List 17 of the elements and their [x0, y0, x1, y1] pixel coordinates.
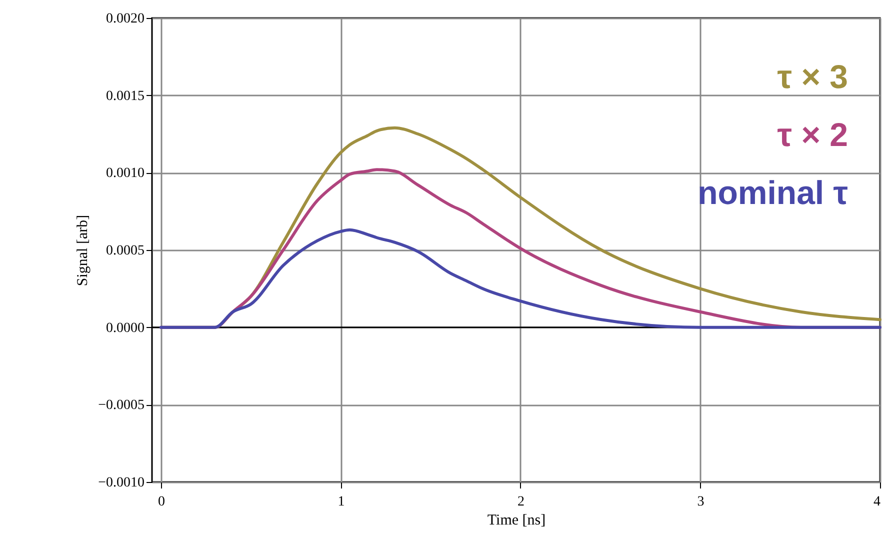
x-tick-label: 4: [874, 494, 880, 510]
text: τ × 2: [777, 116, 848, 153]
x-tick-label: 3: [697, 494, 704, 510]
x-tick-label: 2: [517, 494, 524, 510]
y-tick-label: −0.0010: [98, 476, 144, 490]
text: τ × 3: [777, 58, 848, 95]
x-tick-label: 1: [338, 494, 345, 510]
x-axis-title: Time [ns]: [487, 512, 546, 528]
y-axis-title: Signal [arb]: [75, 214, 92, 286]
y-tick-label: 0.0020: [106, 12, 144, 26]
y-tick-label: 0.0000: [106, 320, 144, 336]
y-tick-label: −0.0005: [98, 398, 144, 414]
y-tick-label: 0.0005: [106, 244, 144, 258]
y-tick-label: 0.0010: [106, 166, 144, 182]
line-series: [159, 228, 882, 329]
x-tick-label: 0: [158, 494, 165, 510]
y-tick-label: 0.0015: [106, 88, 144, 104]
